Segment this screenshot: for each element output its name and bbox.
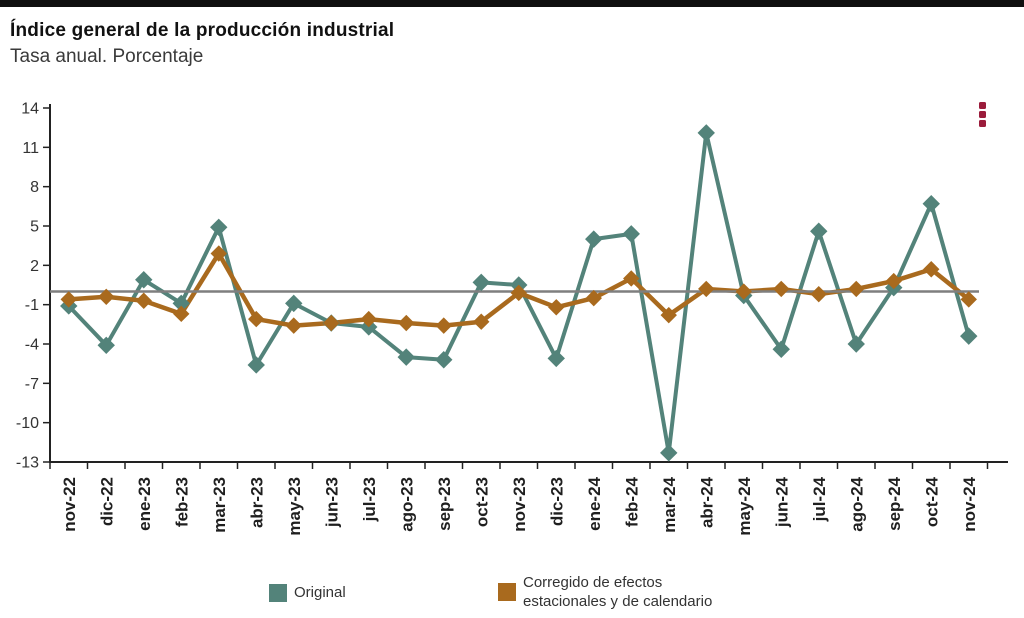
y-tick-label: -13 [16, 455, 39, 472]
axes [49, 104, 1008, 463]
x-tick-label: may-23 [285, 477, 304, 536]
data-point [397, 348, 415, 366]
vertical-ellipsis-icon [972, 101, 992, 127]
legend-swatch-original [269, 583, 287, 602]
data-point [735, 283, 752, 300]
data-point [697, 124, 715, 142]
data-point [960, 291, 977, 308]
x-tick-label: ago-23 [397, 477, 416, 532]
data-point [60, 291, 77, 308]
legend-label-line2: estacionales y de calendario [523, 593, 713, 610]
data-point [885, 272, 902, 290]
x-tick-label: dic-22 [97, 477, 116, 526]
data-point [135, 271, 153, 289]
y-tick-label: 11 [22, 140, 39, 157]
data-point [810, 222, 828, 240]
legend-label-line1: Corregido de efectos [523, 574, 663, 591]
data-point [772, 340, 790, 358]
data-point [848, 280, 865, 298]
data-point [435, 351, 453, 369]
context-menu-button[interactable] [972, 96, 992, 132]
data-point [660, 306, 677, 324]
data-point [210, 245, 227, 262]
y-tick-label: -7 [25, 376, 39, 393]
x-tick-label: nov-22 [60, 477, 79, 532]
x-tick-label: oct-24 [922, 476, 941, 527]
x-tick-label: sep-23 [435, 477, 454, 531]
chart-header: Índice general de la producción industri… [10, 18, 394, 69]
x-tick-label: jul-24 [810, 476, 829, 522]
data-point [98, 288, 115, 306]
x-tick-label: ene-23 [135, 477, 154, 531]
x-tick-label: abr-23 [247, 477, 266, 528]
data-point [97, 336, 115, 355]
data-point [773, 280, 790, 298]
data-point [248, 310, 265, 328]
y-axis-labels: 14 11 8 5 2 -1 -4 -7 -10 -13 [16, 101, 50, 472]
y-tick-label: -4 [25, 337, 39, 354]
data-point [847, 335, 865, 353]
legend-label-original: Original [294, 584, 346, 601]
data-point [585, 289, 602, 307]
data-point [623, 270, 640, 287]
x-tick-label: oct-23 [472, 477, 491, 527]
x-axis-labels: nov-22 dic-22 ene-23 feb-23 mar-23 abr-23 may-… [60, 476, 979, 535]
x-tick-label: sep-24 [885, 476, 904, 530]
data-point [472, 273, 490, 292]
data-point [923, 261, 940, 278]
x-tick-label: nov-23 [510, 477, 529, 532]
data-point [247, 356, 265, 374]
legend-item-corrected[interactable]: Corregido de efectos estacionales y de c… [498, 573, 712, 611]
top-bar [0, 0, 1024, 7]
x-tick-label: nov-24 [960, 476, 979, 531]
x-tick-label: feb-23 [172, 477, 191, 527]
x-tick-label: abr-24 [697, 476, 716, 528]
data-point [398, 314, 415, 332]
series-corrected-markers [60, 245, 977, 334]
x-tick-label: mar-24 [660, 476, 679, 532]
data-point [960, 327, 978, 345]
data-point [660, 444, 678, 462]
data-point [285, 317, 302, 334]
data-point [585, 230, 603, 248]
page-subtitle: Tasa anual. Porcentaje [10, 46, 204, 67]
y-tick-label: 2 [30, 258, 39, 275]
x-tick-label: dic-23 [547, 477, 566, 526]
x-tick-label: ene-24 [585, 476, 604, 530]
data-point [547, 349, 565, 368]
y-tick-label: 5 [30, 219, 39, 236]
y-tick-label: -1 [25, 297, 39, 314]
data-point [360, 310, 377, 328]
legend-swatch-corrected [498, 583, 516, 601]
data-point [285, 294, 303, 313]
data-point [810, 285, 827, 303]
x-tick-label: feb-24 [622, 476, 641, 527]
x-tick-label: may-24 [735, 476, 754, 535]
data-point [510, 284, 527, 302]
x-tick-label: jun-24 [772, 476, 791, 528]
data-point [135, 292, 152, 309]
data-point [698, 280, 715, 298]
x-tick-label: ago-24 [847, 476, 866, 531]
data-point [210, 218, 228, 237]
y-tick-label: 14 [21, 101, 39, 118]
data-point [622, 225, 640, 243]
page-title: Índice general de la producción industri… [10, 20, 395, 41]
x-tick-label: jul-23 [360, 477, 379, 522]
x-tick-label: mar-23 [210, 477, 229, 533]
y-tick-label: -10 [16, 415, 39, 432]
data-point [473, 313, 490, 330]
legend: Original Corregido de efectos estacional… [0, 568, 1024, 616]
x-axis-ticks [49, 462, 989, 469]
legend-label-corrected: Corregido de efectos estacionales y de c… [523, 573, 712, 611]
legend-item-original[interactable]: Original [269, 583, 346, 602]
y-tick-label: 8 [30, 179, 39, 196]
data-point [435, 317, 452, 334]
data-point [548, 299, 565, 316]
data-point [922, 195, 940, 213]
data-point [173, 305, 190, 323]
x-tick-label: jun-23 [322, 477, 341, 528]
data-point [323, 314, 340, 332]
